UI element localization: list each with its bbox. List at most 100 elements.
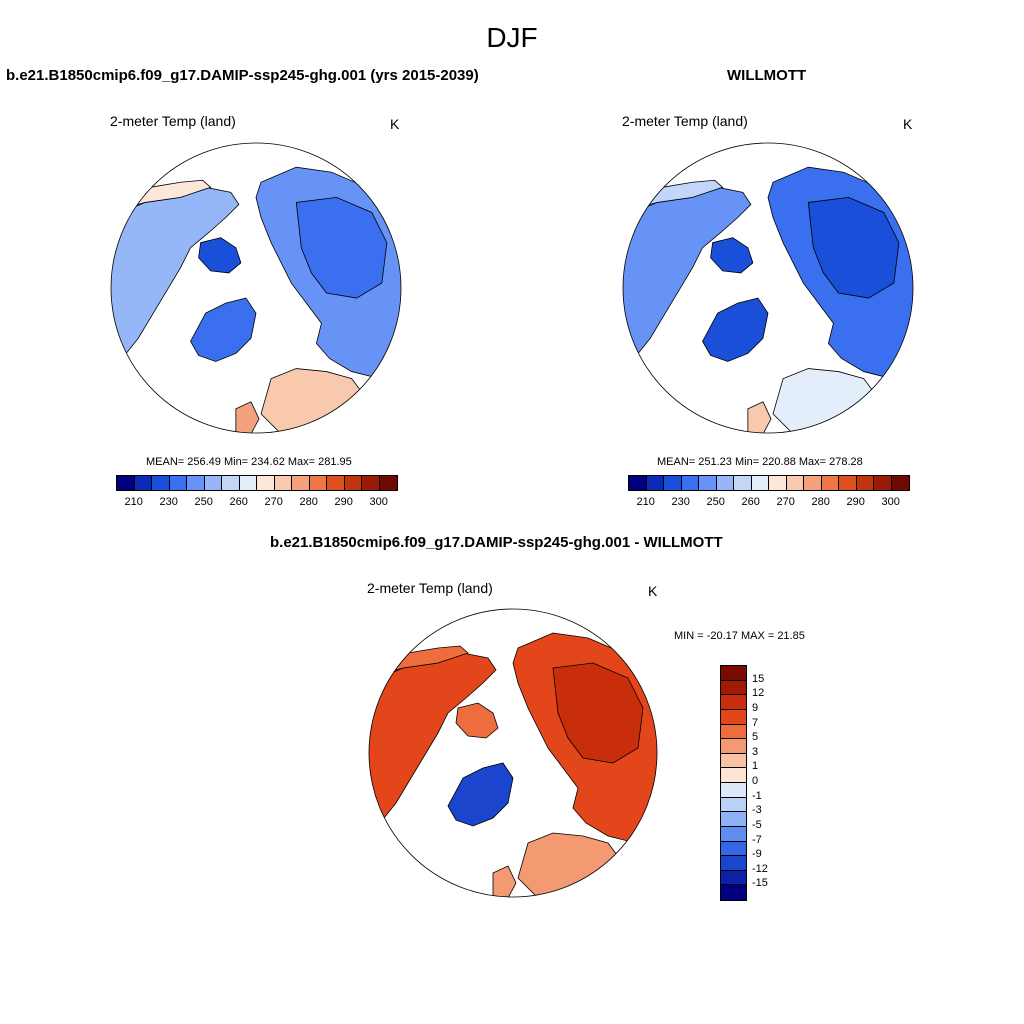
panel-1-units: K	[390, 116, 400, 132]
panel-3-variable: 2-meter Temp (land)	[367, 580, 493, 596]
colorbar-swatch	[804, 476, 822, 490]
colorbar-tick-label: -12	[752, 862, 768, 875]
land-region	[517, 832, 624, 897]
land-region	[552, 662, 644, 764]
colorbar-swatch	[274, 476, 292, 490]
land-region	[807, 196, 900, 299]
colorbar-swatch	[874, 476, 892, 490]
colorbar-swatch	[751, 476, 769, 490]
colorbar-tick-label: 300	[881, 496, 900, 508]
colorbar-tick-label: 280	[299, 496, 318, 508]
colorbar-tick-label: -1	[752, 789, 762, 802]
colorbar-swatch	[721, 695, 746, 710]
colorbar-tick-label: 210	[124, 496, 143, 508]
land-region	[295, 196, 388, 299]
colorbar-tick-label: 250	[194, 496, 213, 508]
land-region	[198, 237, 242, 274]
land-region	[190, 297, 257, 362]
land-region	[492, 865, 517, 897]
colorbar-swatch	[152, 476, 170, 490]
colorbar-swatch	[292, 476, 310, 490]
figure-title: DJF	[486, 22, 538, 53]
colorbar-swatch	[327, 476, 345, 490]
panel-3-units: K	[648, 583, 658, 599]
panel-1-colorbar	[116, 475, 398, 491]
colorbar-tick-label: 290	[334, 496, 353, 508]
colorbar-tick-label: -15	[752, 877, 768, 890]
colorbar-swatch	[681, 476, 699, 490]
land-region	[455, 702, 499, 739]
colorbar-tick-label: 1	[752, 760, 759, 773]
panel-3-colorbar	[720, 665, 747, 901]
colorbar-tick-label: 230	[159, 496, 178, 508]
colorbar-swatch	[187, 476, 205, 490]
colorbar-swatch	[839, 476, 857, 490]
panel-3-stats: MIN = -20.17 MAX = 21.85	[674, 630, 805, 642]
colorbar-swatch	[169, 476, 187, 490]
panel-3-colorbar-ticks: 15 12 9 7 5 3 1 0 -1 -3 -5 -7 -9 -12 -15	[752, 665, 792, 899]
colorbar-tick-label: 15	[752, 672, 765, 685]
colorbar-swatch	[721, 885, 746, 900]
panel-1-polar-map	[110, 142, 402, 434]
land-region	[710, 237, 754, 274]
colorbar-swatch	[786, 476, 804, 490]
colorbar-tick-label: 230	[671, 496, 690, 508]
colorbar-swatch	[891, 476, 909, 490]
colorbar-tick-label: 270	[264, 496, 283, 508]
colorbar-tick-label: -5	[752, 818, 762, 831]
panel-2-title: WILLMOTT	[727, 67, 807, 84]
colorbar-swatch	[721, 768, 746, 783]
land-region	[702, 297, 769, 362]
colorbar-tick-label: 260	[741, 496, 760, 508]
land-region	[447, 762, 514, 827]
colorbar-swatch	[646, 476, 664, 490]
colorbar-tick-label: 280	[811, 496, 830, 508]
colorbar-swatch	[362, 476, 380, 490]
colorbar-swatch	[721, 812, 746, 827]
colorbar-swatch	[344, 476, 362, 490]
colorbar-swatch	[257, 476, 275, 490]
colorbar-swatch	[721, 870, 746, 886]
colorbar-tick-label: 300	[369, 496, 388, 508]
colorbar-swatch	[721, 783, 746, 798]
colorbar-tick-label: 5	[752, 731, 759, 744]
colorbar-swatch	[239, 476, 257, 490]
panel-2-units: K	[903, 116, 913, 132]
colorbar-swatch	[721, 666, 746, 681]
colorbar-tick-label: 290	[846, 496, 865, 508]
colorbar-swatch	[716, 476, 734, 490]
colorbar-swatch	[379, 476, 397, 490]
colorbar-tick-label: -3	[752, 804, 762, 817]
colorbar-swatch	[721, 856, 746, 871]
panel-1-variable: 2-meter Temp (land)	[110, 113, 236, 129]
land-region	[747, 401, 772, 433]
panel-3-title: b.e21.B1850cmip6.f09_g17.DAMIP-ssp245-gh…	[270, 534, 723, 551]
colorbar-tick-label: 0	[752, 775, 759, 787]
colorbar-swatch	[721, 680, 746, 696]
colorbar-tick-label: 7	[752, 716, 759, 729]
colorbar-swatch	[721, 797, 746, 813]
colorbar-tick-label: 210	[636, 496, 655, 508]
colorbar-tick-label: 270	[776, 496, 795, 508]
panel-1-title: b.e21.B1850cmip6.f09_g17.DAMIP-ssp245-gh…	[6, 67, 479, 84]
land-region	[772, 368, 880, 433]
colorbar-swatch	[734, 476, 752, 490]
land-region	[235, 401, 260, 433]
colorbar-tick-label: -9	[752, 848, 762, 861]
panel-1-stats: MEAN= 256.49 Min= 234.62 Max= 281.95	[146, 456, 352, 468]
colorbar-swatch	[222, 476, 240, 490]
colorbar-swatch	[309, 476, 327, 490]
colorbar-swatch	[134, 476, 152, 490]
land-region	[260, 368, 368, 433]
colorbar-swatch	[821, 476, 839, 490]
colorbar-swatch	[721, 709, 746, 725]
colorbar-tick-label: 12	[752, 687, 765, 700]
colorbar-swatch	[721, 739, 746, 754]
panel-2-stats: MEAN= 251.23 Min= 220.88 Max= 278.28	[657, 456, 863, 468]
colorbar-swatch	[721, 724, 746, 740]
colorbar-tick-label: 250	[706, 496, 725, 508]
colorbar-swatch	[721, 841, 746, 857]
panel-2-variable: 2-meter Temp (land)	[622, 113, 748, 129]
colorbar-tick-label: -7	[752, 833, 762, 846]
panel-2-colorbar	[628, 475, 910, 491]
